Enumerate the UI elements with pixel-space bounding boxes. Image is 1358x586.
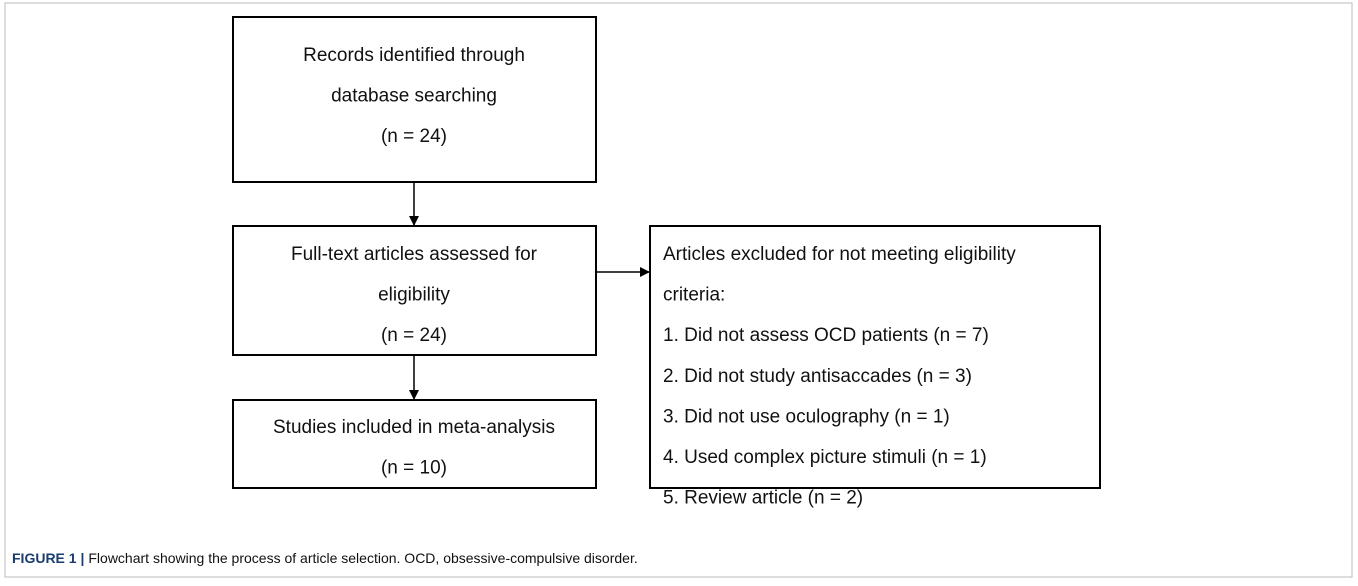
node-text: criteria: [663,285,725,306]
frame [4,2,1353,578]
node-text: (n = 24) [381,126,447,147]
node-box [232,399,597,489]
node-text: (n = 10) [381,458,447,479]
caption: FIGURE 1 | Flowchart showing the process … [12,550,638,566]
node-text: Articles excluded for not meeting eligib… [663,244,1016,265]
node-text: 2. Did not study antisaccades (n = 3) [663,366,972,387]
node-text: database searching [331,86,497,107]
node-text: (n = 24) [381,325,447,346]
node-text: 4. Used complex picture stimuli (n = 1) [663,447,987,468]
node-text: eligibility [378,285,450,306]
node-box [232,16,597,183]
node-text: 3. Did not use oculography (n = 1) [663,406,950,427]
node-text: 5. Review article (n = 2) [663,488,863,509]
caption-text: Flowchart showing the process of article… [88,550,637,566]
node-box [232,225,597,356]
caption-label: FIGURE 1 | [12,550,84,566]
node-text: 1. Did not assess OCD patients (n = 7) [663,325,989,346]
node-text: Studies included in meta-analysis [273,417,555,438]
node-text: Records identified through [303,45,525,66]
node-text: Full-text articles assessed for [291,244,538,265]
node-box [649,225,1101,489]
